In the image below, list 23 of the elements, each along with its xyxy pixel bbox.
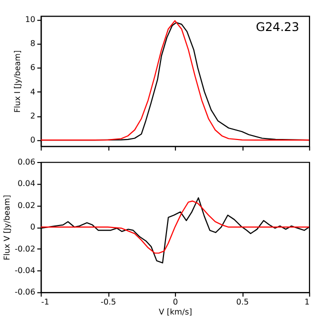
x-tick-label: -1 — [41, 298, 50, 307]
y-tick-label: 0.02 — [18, 200, 36, 210]
y-tick-label: -0.02 — [14, 244, 36, 254]
line-series — [40, 200, 310, 254]
y-tick-label: 0.06 — [18, 157, 36, 166]
x-tick-label: 0.5 — [236, 298, 249, 307]
y-tick-label: 0 — [30, 136, 36, 145]
y-tick-label: 0.04 — [18, 179, 36, 188]
y-tick-label: 0 — [30, 222, 36, 232]
x-tick-label: 1 — [304, 298, 310, 307]
y-tick-label: -0.06 — [14, 288, 36, 297]
y-tick-label: 10 — [25, 14, 36, 24]
y-tick-label: -0.04 — [14, 266, 36, 275]
y-tick-label: 2 — [30, 111, 36, 120]
x-tick-label: -0.5 — [100, 298, 116, 307]
x-axis-title: V [km/s] — [158, 308, 192, 317]
x-tick-label: 0 — [172, 298, 178, 307]
y-tick-label: 4 — [30, 87, 36, 96]
annotation: G24.23 — [256, 20, 300, 34]
y-tick-label: 6 — [30, 63, 36, 72]
y-tick-label: 8 — [30, 39, 36, 48]
y-axis-title: Flux V [Jy/beam] — [2, 194, 12, 260]
y-axis-title: Flux I [Jy/beam] — [13, 50, 22, 113]
